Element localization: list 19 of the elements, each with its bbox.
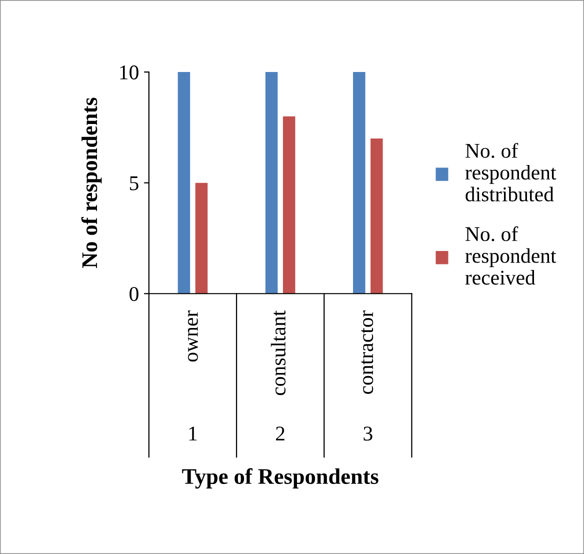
y-axis-title: No of respondents	[81, 98, 102, 268]
legend-label: No. of respondent received	[465, 226, 556, 285]
bar	[195, 182, 208, 294]
text: 2	[276, 426, 284, 440]
bar	[370, 138, 383, 294]
text: 1	[189, 426, 197, 440]
x-tick-label: contractor	[361, 310, 374, 394]
bar	[265, 72, 278, 294]
y-tick-label: 10	[120, 65, 138, 80]
bar	[353, 72, 366, 294]
x-tick-label: consultant	[270, 310, 286, 396]
legend-label: No. of respondent distributed	[465, 142, 556, 202]
y-tick-label: 0	[130, 286, 138, 302]
text: 3	[364, 426, 372, 441]
x-tick-label: owner	[188, 310, 198, 362]
x-axis-title: Type of Respondents	[182, 468, 378, 489]
bar	[178, 72, 190, 294]
y-tick-label: 5	[130, 176, 138, 190]
bar	[282, 116, 296, 294]
